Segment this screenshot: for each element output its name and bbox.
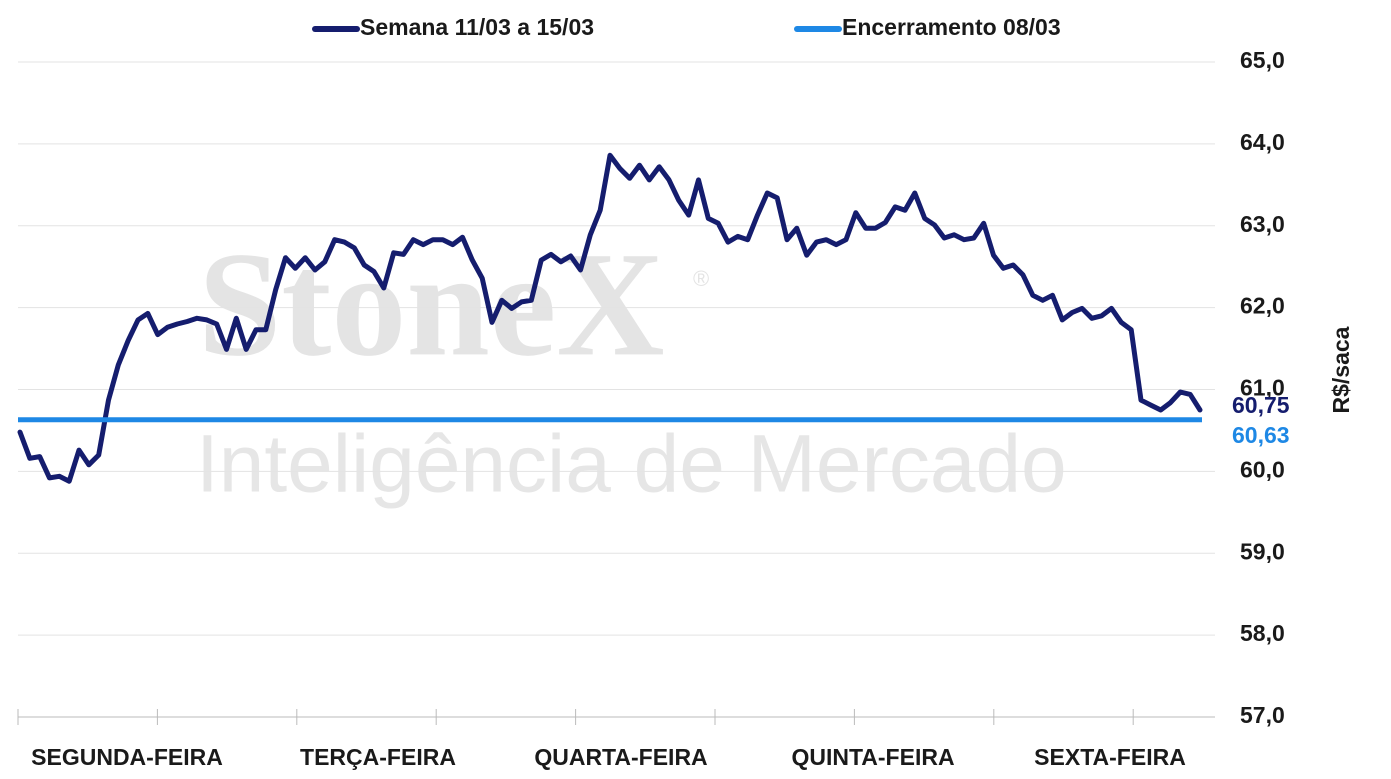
y-tick-label: 58,0: [1240, 620, 1285, 646]
x-tick-label: SEXTA-FEIRA: [1034, 744, 1186, 770]
x-tick-label: TERÇA-FEIRA: [300, 744, 456, 770]
y-tick-label: 65,0: [1240, 47, 1285, 73]
y-tick-label: 61,0: [1240, 375, 1285, 401]
watermark-mark: ®: [693, 266, 709, 291]
watermark: StoneX ® Inteligência de Mercado: [196, 221, 1067, 509]
y-axis-label: R$/saca: [1328, 326, 1354, 413]
legend-label: Encerramento 08/03: [842, 14, 1061, 40]
legend-label: Semana 11/03 a 15/03: [360, 14, 594, 40]
x-tick-label: QUINTA-FEIRA: [791, 744, 954, 770]
x-tick-label: SEGUNDA-FEIRA: [31, 744, 223, 770]
value-label: 60,63: [1232, 422, 1290, 448]
y-tick-label: 57,0: [1240, 702, 1285, 728]
y-tick-label: 63,0: [1240, 211, 1285, 237]
y-tick-label: 60,0: [1240, 456, 1285, 482]
y-tick-label: 64,0: [1240, 129, 1285, 155]
watermark-brand: StoneX: [198, 221, 665, 387]
line-series: [17, 152, 1203, 484]
y-tick-label: 62,0: [1240, 293, 1285, 319]
value-label: 60,75: [1232, 392, 1290, 418]
x-tick-label: QUARTA-FEIRA: [534, 744, 707, 770]
watermark-tagline: Inteligência de Mercado: [196, 419, 1067, 510]
y-tick-label: 59,0: [1240, 538, 1285, 564]
